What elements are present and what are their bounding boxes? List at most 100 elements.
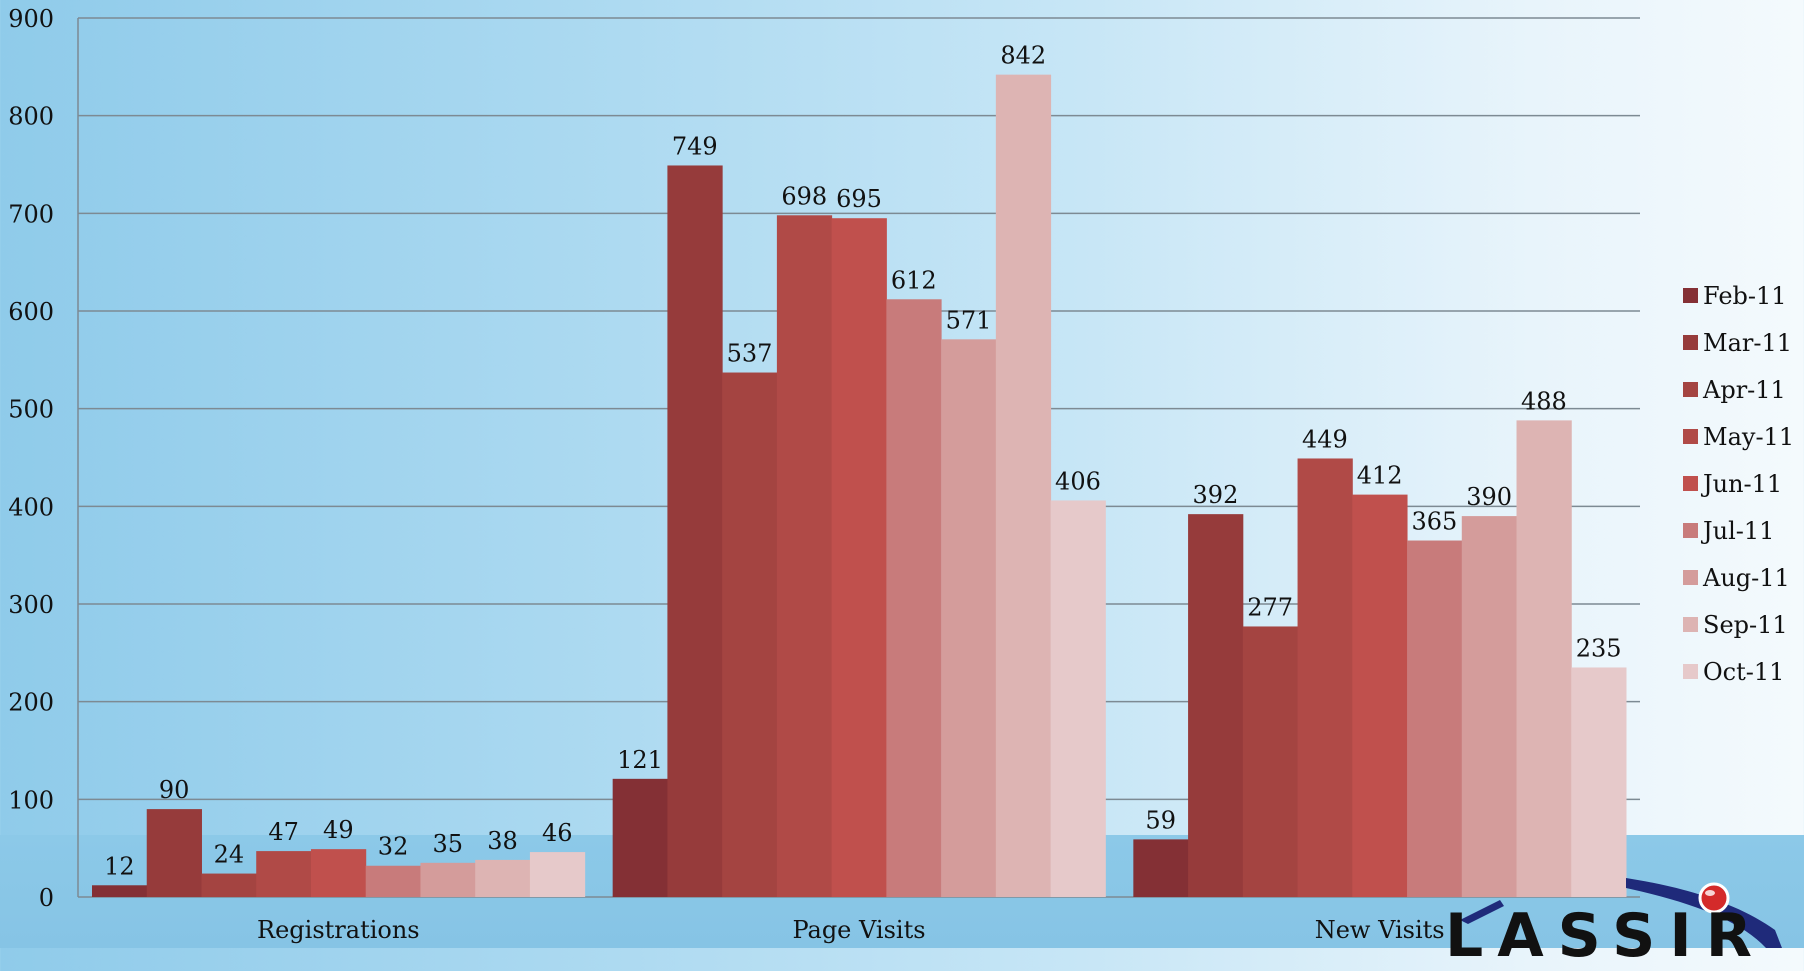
legend-label: Jun-11 [1703, 469, 1783, 498]
category-label: Page Visits [792, 916, 925, 944]
legend-label: Jul-11 [1703, 516, 1775, 545]
logo-graphic [1460, 878, 1782, 948]
data-label: 749 [672, 132, 718, 160]
y-tick-label: 100 [8, 786, 54, 814]
legend-label: Oct-11 [1703, 657, 1785, 686]
data-label: 612 [891, 266, 937, 294]
bar [1050, 500, 1106, 897]
legend-swatch [1683, 335, 1698, 350]
legend-item: Jun-11 [1683, 460, 1804, 507]
bar [612, 778, 668, 897]
bar [1352, 494, 1408, 897]
data-label: 392 [1193, 481, 1239, 509]
bar [420, 862, 476, 897]
x-axis-categories: Registrations Page Visits New Visits [257, 916, 1445, 944]
data-label: 571 [946, 306, 992, 334]
bar [831, 218, 887, 897]
legend-item: Apr-11 [1683, 366, 1804, 413]
legend-label: May-11 [1703, 422, 1795, 451]
bar [1188, 514, 1244, 897]
bar [1516, 420, 1572, 897]
y-tick-label: 500 [8, 396, 54, 424]
data-label: 12 [104, 852, 135, 880]
data-label: 235 [1576, 634, 1622, 662]
legend-item: Oct-11 [1683, 648, 1804, 695]
y-tick-label: 600 [8, 298, 54, 326]
bar [365, 865, 421, 897]
legend-item: Feb-11 [1683, 272, 1804, 319]
data-label: 47 [268, 818, 299, 846]
y-tick-label: 900 [8, 5, 54, 33]
data-label: 390 [1466, 483, 1512, 511]
bar [941, 339, 997, 897]
logo-text: LASSIR [1445, 901, 1766, 971]
legend-swatch [1683, 664, 1698, 679]
bar [92, 885, 148, 897]
legend-swatch [1683, 570, 1698, 585]
data-label: 449 [1302, 425, 1348, 453]
legend-label: Apr-11 [1703, 375, 1786, 404]
legend-item: Mar-11 [1683, 319, 1804, 366]
data-label: 59 [1145, 806, 1176, 834]
data-label: 277 [1247, 593, 1293, 621]
legend-item: Aug-11 [1683, 554, 1804, 601]
bar [667, 165, 723, 897]
data-label: 488 [1521, 387, 1567, 415]
data-label: 24 [214, 841, 245, 869]
data-labels: 12 90 24 47 49 32 35 38 46 121 749 537 698 695 612 571 8… [104, 42, 1621, 881]
bar [475, 859, 531, 897]
bar [886, 299, 942, 897]
legend-item: Sep-11 [1683, 601, 1804, 648]
bar [1133, 839, 1189, 897]
category-label: New Visits [1315, 916, 1445, 944]
legend-label: Aug-11 [1703, 563, 1790, 592]
legend-label: Feb-11 [1703, 281, 1787, 310]
data-label: 121 [617, 746, 663, 774]
legend-item: Jul-11 [1683, 507, 1804, 554]
data-label: 537 [727, 340, 773, 368]
data-label: 842 [1000, 42, 1046, 70]
logo-swoosh-tail [1460, 900, 1504, 924]
bar [1571, 667, 1627, 897]
legend: Feb-11 Mar-11 Apr-11 May-11 Jun-11 Jul-11 Aug-… [1683, 272, 1804, 695]
y-tick-label: 0 [39, 884, 54, 912]
legend-label: Sep-11 [1703, 610, 1788, 639]
bars [92, 74, 1627, 897]
bar [776, 215, 833, 897]
legend-swatch [1683, 476, 1698, 491]
category-label: Registrations [257, 916, 420, 944]
legend-label: Mar-11 [1703, 328, 1793, 357]
logo-swoosh [1626, 878, 1782, 948]
data-label: 46 [542, 819, 573, 847]
y-tick-label: 400 [8, 493, 54, 521]
bar [256, 851, 312, 897]
data-label: 49 [323, 816, 354, 844]
bar [201, 873, 257, 897]
bar [529, 852, 586, 897]
data-label: 406 [1055, 467, 1101, 495]
bar [1242, 626, 1299, 897]
legend-swatch [1683, 429, 1698, 444]
bar-chart: 0 100 200 300 400 500 600 700 800 900 12 90 24 47 49 3… [8, 5, 1640, 944]
bar [1407, 540, 1463, 897]
legend-item: May-11 [1683, 413, 1804, 460]
data-label: 32 [378, 833, 409, 861]
data-label: 35 [433, 830, 464, 858]
legend-swatch [1683, 382, 1698, 397]
data-label: 695 [836, 185, 882, 213]
y-tick-label: 300 [8, 591, 54, 619]
data-label: 90 [159, 776, 190, 804]
y-tick-label: 200 [8, 689, 54, 717]
logo-dot-highlight [1705, 890, 1715, 896]
data-label: 698 [781, 182, 827, 210]
bar [722, 372, 778, 897]
bar [310, 849, 367, 897]
legend-swatch [1683, 288, 1698, 303]
y-axis-ticks: 0 100 200 300 400 500 600 700 800 900 [8, 5, 54, 912]
data-label: 412 [1357, 462, 1403, 490]
legend-swatch [1683, 617, 1698, 632]
y-tick-label: 800 [8, 103, 54, 131]
legend-swatch [1683, 523, 1698, 538]
bar [1461, 516, 1518, 897]
bar [146, 809, 202, 897]
